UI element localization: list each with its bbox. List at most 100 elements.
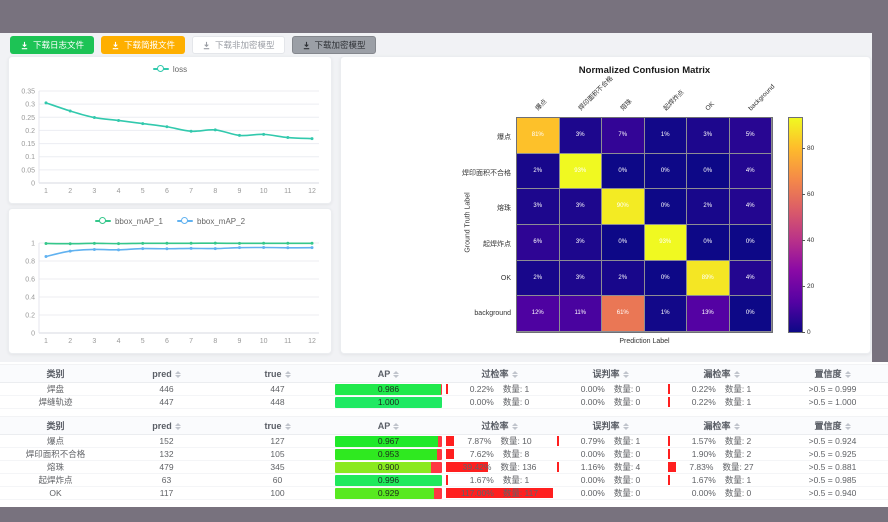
download-report-button[interactable]: 下载简报文件 xyxy=(101,36,186,54)
over-rate-cell: 0.22% 数量: 1 xyxy=(444,382,555,396)
header-ap[interactable]: AP xyxy=(333,416,444,435)
svg-text:1: 1 xyxy=(31,241,35,248)
rate-text: 1.16% 数量: 4 xyxy=(557,461,664,473)
header-misjudge-rate[interactable]: 误判率 xyxy=(555,364,666,383)
header-true[interactable]: true xyxy=(222,364,333,383)
rate-percent: 117.00% xyxy=(460,488,494,498)
header-confidence[interactable]: 置信度 xyxy=(777,416,888,435)
download-icon xyxy=(203,41,210,49)
svg-text:8: 8 xyxy=(213,188,217,195)
caret-up-icon xyxy=(284,422,291,426)
legend-line-icon xyxy=(152,65,169,73)
svg-text:0.15: 0.15 xyxy=(21,141,35,148)
table-row: 熔珠 479 345 0.900 39.42% 数量: 136 1.16% 数量: 4 7.83… xyxy=(0,460,888,474)
button-label: 下载日志文件 xyxy=(33,40,85,50)
rate-bar-wrap: 1.90% 数量: 2 xyxy=(668,448,775,460)
header-over-rate[interactable]: 过检率 xyxy=(444,416,555,435)
header-ap[interactable]: AP xyxy=(333,364,444,383)
header-true[interactable]: true xyxy=(222,416,333,435)
matrix-col-label: 爆点 xyxy=(534,98,549,113)
caret-down-icon xyxy=(844,427,851,431)
rate-percent: 0.22% xyxy=(469,384,494,394)
rate-percent: 0.22% xyxy=(691,397,716,407)
charts-region: 下载日志文件 下载简报文件 下载非加密模型 下载加密模型 loss 0 0.05 0… xyxy=(0,33,872,362)
colorbar-tick-label: 20 xyxy=(807,282,815,290)
caret-up-icon xyxy=(622,371,629,375)
confidence-cell: >0.5 = 1.000 xyxy=(777,395,888,409)
svg-text:8: 8 xyxy=(213,338,217,345)
caret-up-icon xyxy=(733,423,740,427)
matrix-cell: 1% xyxy=(644,118,686,153)
rate-bar xyxy=(668,462,677,472)
rate-count: 数量: 1 xyxy=(613,436,641,446)
pred-cell: 63 xyxy=(111,473,222,487)
misjudge-rate-cell: 0.00% 数量: 0 xyxy=(555,486,666,500)
over-rate-cell: 7.87% 数量: 10 xyxy=(444,434,555,448)
header-miss-rate[interactable]: 漏检率 xyxy=(666,416,777,435)
sort-icon xyxy=(284,370,291,378)
download-plain-model-button[interactable]: 下载非加密模型 xyxy=(192,36,285,54)
ap-bar xyxy=(335,474,442,486)
rate-count: 数量: 1 xyxy=(724,475,752,485)
rate-percent: 0.00% xyxy=(580,475,605,485)
caret-up-icon xyxy=(284,370,291,374)
rate-bar xyxy=(446,475,448,485)
matrix-cell: 7% xyxy=(602,118,644,153)
download-log-button[interactable]: 下载日志文件 xyxy=(10,36,95,54)
matrix-cell: 3% xyxy=(687,118,729,153)
rate-count: 数量: 0 xyxy=(613,384,641,394)
rate-bar-wrap: 7.87% 数量: 10 xyxy=(446,435,553,447)
legend-item-bbox_mAP_1[interactable]: bbox_mAP_1 xyxy=(94,217,163,226)
caret-down-icon xyxy=(393,374,400,378)
header-over-rate[interactable]: 过检率 xyxy=(444,364,555,383)
rate-percent: 1.16% xyxy=(580,462,605,472)
sort-icon xyxy=(844,423,851,431)
svg-text:5: 5 xyxy=(141,338,145,345)
svg-text:11: 11 xyxy=(284,188,291,195)
rate-count: 数量: 4 xyxy=(613,462,641,472)
pred-cell: 117 xyxy=(111,486,222,500)
rate-count: 数量: 2 xyxy=(724,449,752,459)
caret-up-icon xyxy=(511,371,518,375)
true-cell: 60 xyxy=(222,473,333,487)
download-encrypted-model-button[interactable]: 下载加密模型 xyxy=(291,36,376,54)
legend-item-loss[interactable]: loss xyxy=(152,65,187,74)
ap-remainder-bar xyxy=(438,435,442,447)
legend-item-bbox_mAP_2[interactable]: bbox_mAP_2 xyxy=(177,217,245,226)
colorbar-tick-label: 0 xyxy=(807,329,811,336)
ap-bar xyxy=(335,435,439,447)
matrix-grid: 81% 3% 7% 1% 3% 5% 2% 93% 0% 0% 0% 4% 3% 3% 90% 0% 2% 4% 6… xyxy=(516,117,773,333)
ap-cell: 0.996 xyxy=(333,473,444,487)
matrix-row-label: 熔珠 xyxy=(497,205,511,213)
misjudge-rate-cell: 0.00% 数量: 0 xyxy=(555,382,666,396)
sort-icon xyxy=(844,371,851,379)
button-label: 下载非加密模型 xyxy=(215,40,275,50)
matrix-cell: 3% xyxy=(559,225,601,260)
over-rate-cell: 117.00% 数量: 117 xyxy=(444,486,555,500)
loss-chart-card: loss 0 0.05 0.1 0.15 0.2 0.25 0.3 0.35 1 2 3 4 5 6 7 8 9… xyxy=(8,56,332,204)
header-pred[interactable]: pred xyxy=(111,416,222,435)
rate-percent: 0.00% xyxy=(580,488,605,498)
rate-count: 数量: 0 xyxy=(613,449,641,459)
ap-bar-wrap: 0.996 xyxy=(335,474,442,486)
rate-percent: 7.62% xyxy=(469,449,494,459)
sort-icon xyxy=(174,370,181,378)
rate-bar-wrap: 0.00% 数量: 0 xyxy=(557,448,664,460)
svg-text:10: 10 xyxy=(260,338,268,345)
matrix-col-label: background xyxy=(747,83,777,113)
over-rate-cell: 7.62% 数量: 8 xyxy=(444,447,555,461)
matrix-cell: 5% xyxy=(729,118,771,153)
header-misjudge-rate[interactable]: 误判率 xyxy=(555,416,666,435)
matrix-cell: 0% xyxy=(729,296,771,331)
caret-up-icon xyxy=(174,422,181,426)
header-pred[interactable]: pred xyxy=(111,364,222,383)
rate-count: 数量: 1 xyxy=(502,384,530,394)
colorbar-tick xyxy=(802,193,805,195)
rate-text: 117.00% 数量: 117 xyxy=(446,487,553,499)
header-miss-rate[interactable]: 漏检率 xyxy=(666,364,777,383)
rate-bar xyxy=(557,436,559,446)
ap-value: 0.967 xyxy=(377,435,400,446)
table-row: 起焊炸点 63 60 0.996 1.67% 数量: 1 0.00% 数量: 0 1.67% 数量… xyxy=(0,473,888,487)
ap-value: 0.929 xyxy=(377,487,400,498)
header-confidence[interactable]: 置信度 xyxy=(777,364,888,383)
